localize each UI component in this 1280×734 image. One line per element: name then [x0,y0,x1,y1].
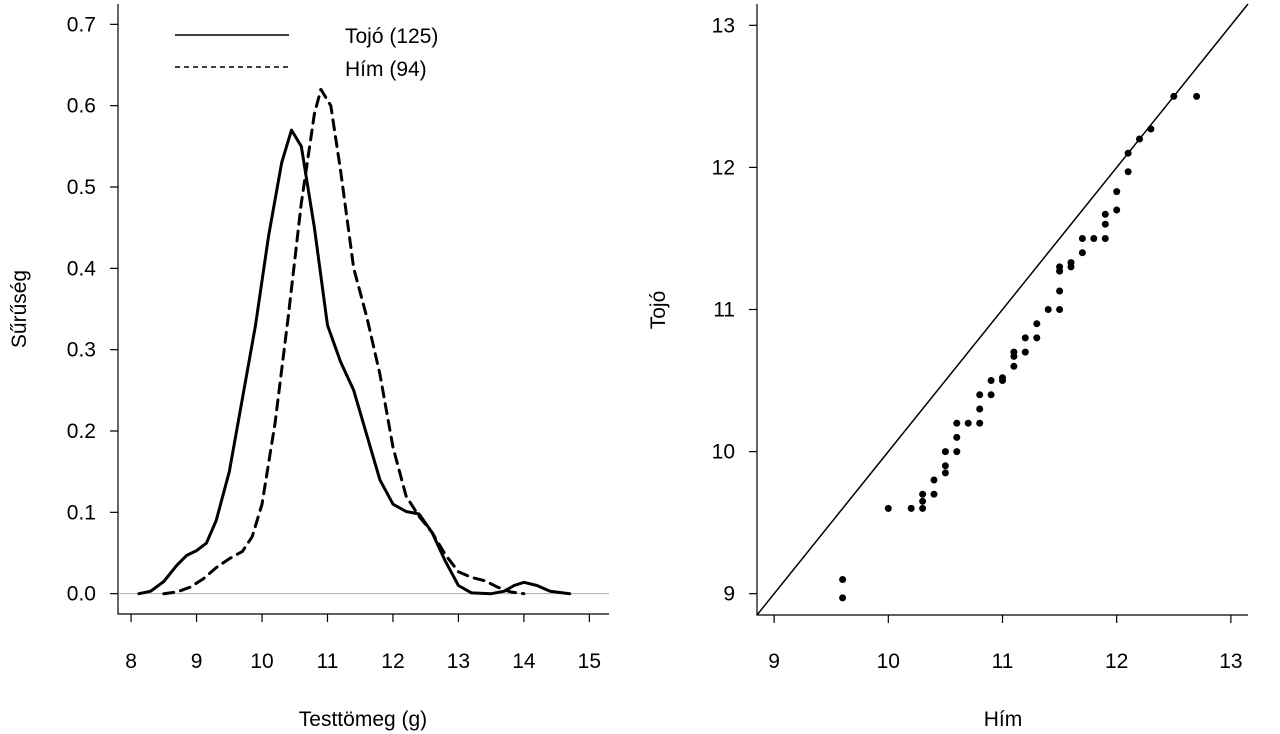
qq-point [1021,334,1029,342]
qq-x-tick-label: 13 [1219,650,1242,673]
legend-label-tojo: Tojó (125) [345,25,438,48]
qq-point [1033,334,1041,342]
qq-point [987,377,995,384]
qq-point [1021,348,1029,356]
density-x-tick-label: 15 [578,650,601,673]
qq-point [1010,362,1018,370]
qq-point [1044,306,1052,313]
qq-point [1193,92,1201,100]
qq-x-ticks: 9 10 11 12 13 [768,615,1243,673]
legend: Tojó (125) Hím (94) [175,25,438,81]
qq-point [941,469,949,477]
qq-x-axis-label: Hím [984,708,1023,731]
qq-point [976,405,984,413]
qq-point [976,391,984,399]
qq-point [919,490,927,498]
density-x-tick-label: 12 [381,650,404,673]
qq-point [930,490,938,498]
series-line-him [162,87,526,596]
qq-point [1056,287,1064,295]
qq-point [1113,206,1121,214]
qq-point [1101,235,1109,242]
qq-point [941,448,949,456]
qq-point [839,594,847,602]
density-plot: 8 9 10 11 12 13 14 15 0.00.10.20.30.40.50.60.7 … [8,4,609,731]
qq-point [930,476,938,484]
qq-point [1124,168,1132,176]
density-x-tick-label: 11 [317,650,339,673]
qq-point [884,504,892,512]
density-y-tick-label: 0.2 [67,420,96,443]
qq-x-tick-label: 10 [877,650,900,673]
qq-point [1136,135,1143,143]
qq-point [1033,320,1041,328]
qq-point [1010,348,1018,356]
qq-point [964,419,972,427]
density-series [137,87,572,596]
density-y-tick-label: 0.5 [67,176,96,199]
density-x-tick-label: 8 [125,650,137,673]
density-y-axis-label: Sűrűség [8,270,31,348]
density-y-tick-label: 0.1 [67,501,96,524]
qq-x-tick-label: 9 [768,650,780,673]
qq-point [953,419,961,427]
qq-point [919,497,927,505]
qq-x-tick-label: 12 [1105,650,1128,673]
qq-point [907,504,915,512]
density-y-ticks: 0.0 0.1 0.2 0.3 0.4 0.5 0.6 0.7 [67,13,118,606]
qq-point [1078,249,1086,257]
qq-y-tick-label: 13 [712,14,735,37]
qq-x-tick-label: 11 [992,650,1014,673]
qq-point [987,391,995,399]
density-y-tick-label: 0.6 [67,95,96,118]
qq-point [1101,210,1109,218]
qq-point [1124,149,1132,157]
qq-point [953,433,961,441]
qq-point [1090,235,1098,242]
density-y-tick-label: 0.7 [67,13,96,36]
qq-point [1101,220,1109,228]
qq-point [953,448,961,456]
series-line-tojo [137,128,572,596]
density-x-tick-label: 9 [191,650,203,673]
qq-point [1056,306,1064,313]
qq-point [839,576,847,583]
qq-reference-line [756,3,1249,616]
qq-y-tick-label: 11 [713,299,735,322]
qq-point [1067,259,1075,267]
density-y-tick-label: 0.0 [67,583,96,606]
density-x-tick-label: 14 [512,650,536,673]
density-y-tick-label: 0.4 [67,257,97,280]
qq-point [1078,235,1086,242]
qq-point [999,374,1006,382]
legend-label-him: Hím (94) [345,58,427,81]
qq-y-ticks: 9 10 11 12 13 [712,14,757,606]
qq-plot: 9 10 11 12 13 9 10 11 12 13 Hím Tojó [647,3,1249,731]
qq-point [976,419,984,427]
density-x-tick-label: 13 [447,650,470,673]
qq-y-tick-label: 12 [712,156,735,179]
density-x-ticks: 8 9 10 11 12 13 14 15 [125,614,601,673]
qq-y-tick-label: 9 [723,583,735,606]
density-y-tick-label: 0.3 [67,339,96,362]
density-x-axis-label: Testtömeg (g) [299,708,427,731]
qq-point [1113,188,1121,196]
qq-points [839,92,1201,602]
qq-point [1170,92,1178,100]
qq-y-axis-label: Tojó [647,291,670,330]
density-x-tick-label: 10 [250,650,273,673]
qq-point [1147,125,1155,133]
qq-point [1056,263,1064,271]
qq-point [919,504,927,512]
qq-point [941,462,949,470]
qq-reference-line-group [756,3,1249,616]
density-y-axis-line [117,4,609,615]
qq-y-tick-label: 10 [712,441,735,464]
